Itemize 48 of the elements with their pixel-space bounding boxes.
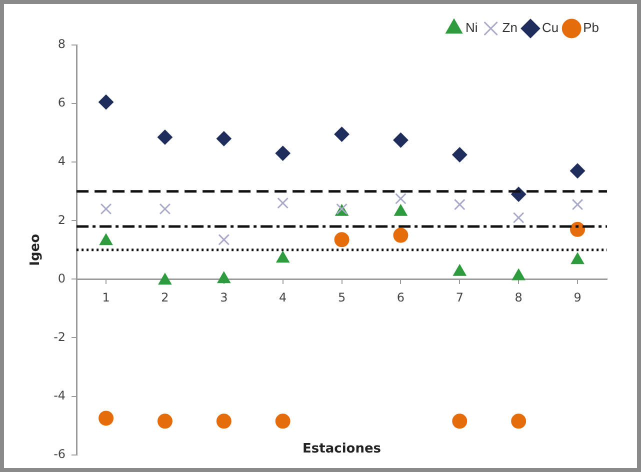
y-tick-label: -2 — [54, 330, 66, 344]
legend-label: Zn — [502, 20, 518, 36]
point — [572, 198, 584, 210]
point — [452, 147, 468, 162]
point — [216, 131, 232, 146]
point — [277, 197, 289, 209]
point — [100, 203, 112, 215]
y-tick-label: 0 — [58, 271, 66, 286]
legend-label: Pb — [583, 20, 600, 36]
point — [334, 126, 350, 142]
x-axis-title: Estaciones — [302, 442, 382, 457]
point — [511, 414, 526, 429]
point — [157, 130, 172, 145]
point — [157, 414, 172, 429]
y-tick-label: 2 — [58, 212, 66, 227]
point — [512, 212, 524, 224]
y-tick-label: 8 — [58, 37, 66, 52]
point — [216, 414, 232, 429]
point — [570, 222, 586, 237]
point — [218, 234, 230, 246]
x-tick-label: 1 — [102, 290, 110, 304]
point — [570, 163, 586, 178]
point — [393, 228, 408, 243]
point — [275, 414, 290, 429]
point — [393, 132, 408, 148]
y-tick-label: 4 — [58, 154, 66, 168]
y-tick-label: -6 — [54, 446, 66, 461]
point — [334, 232, 350, 248]
point — [452, 414, 468, 429]
point — [98, 410, 114, 426]
x-tick-label: 2 — [161, 290, 169, 304]
x-tick-label: 8 — [514, 290, 522, 304]
x-tick-label: 3 — [220, 290, 228, 304]
point — [98, 94, 114, 110]
point — [395, 192, 406, 204]
x-tick-label: 5 — [338, 290, 346, 304]
y-tick-label: -4 — [54, 388, 66, 402]
y-tick-label: 6 — [58, 96, 66, 110]
point — [275, 146, 290, 161]
x-tick-label: 7 — [456, 290, 464, 304]
legend-label: Cu — [542, 20, 559, 36]
y-axis-title: Igeo — [28, 234, 44, 266]
point — [454, 198, 466, 210]
x-tick-label: 6 — [396, 290, 405, 304]
x-tick-label: 4 — [279, 290, 287, 304]
x-tick-label: 9 — [574, 290, 582, 304]
point — [159, 203, 171, 215]
legend-label: Ni — [466, 20, 478, 36]
